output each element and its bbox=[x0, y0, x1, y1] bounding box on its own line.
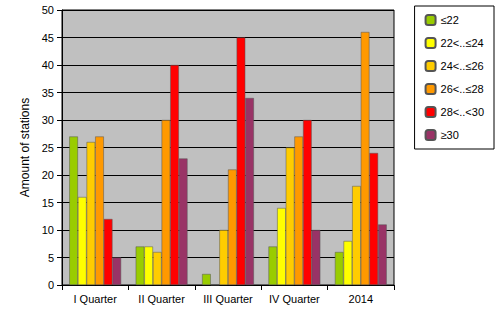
svg-text:22<..≤24: 22<..≤24 bbox=[441, 37, 484, 49]
svg-text:28<..<30: 28<..<30 bbox=[441, 106, 484, 118]
svg-text:II Quarter: II Quarter bbox=[138, 293, 185, 305]
svg-text:10: 10 bbox=[42, 224, 54, 236]
svg-text:26<..≤28: 26<..≤28 bbox=[441, 83, 484, 95]
svg-text:≥30: ≥30 bbox=[441, 129, 459, 141]
svg-text:I Quarter: I Quarter bbox=[73, 293, 117, 305]
svg-text:45: 45 bbox=[42, 32, 54, 44]
svg-text:≤22: ≤22 bbox=[441, 14, 459, 26]
svg-text:40: 40 bbox=[42, 59, 54, 71]
svg-text:24<..≤26: 24<..≤26 bbox=[441, 60, 484, 72]
svg-text:IV Quarter: IV Quarter bbox=[269, 293, 320, 305]
svg-text:20: 20 bbox=[42, 169, 54, 181]
svg-text:50: 50 bbox=[42, 4, 54, 16]
svg-text:30: 30 bbox=[42, 114, 54, 126]
svg-text:III Quarter: III Quarter bbox=[203, 293, 253, 305]
svg-text:15: 15 bbox=[42, 197, 54, 209]
svg-text:35: 35 bbox=[42, 87, 54, 99]
svg-text:5: 5 bbox=[48, 252, 54, 264]
svg-text:Amount of stations: Amount of stations bbox=[18, 98, 32, 197]
svg-text:2014: 2014 bbox=[349, 293, 373, 305]
svg-text:25: 25 bbox=[42, 142, 54, 154]
svg-text:0: 0 bbox=[48, 279, 54, 291]
